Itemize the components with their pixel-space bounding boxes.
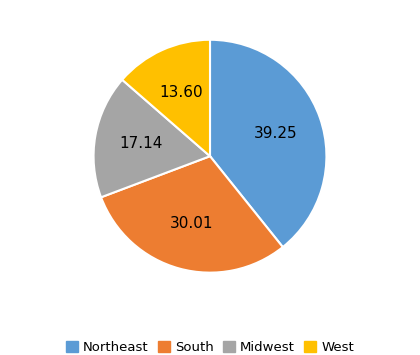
Text: 17.14: 17.14 bbox=[120, 136, 163, 151]
Text: 30.01: 30.01 bbox=[170, 216, 213, 231]
Legend: Northeast, South, Midwest, West: Northeast, South, Midwest, West bbox=[60, 335, 360, 355]
Text: 39.25: 39.25 bbox=[254, 126, 298, 141]
Wedge shape bbox=[210, 40, 326, 247]
Wedge shape bbox=[122, 40, 210, 156]
Text: 13.60: 13.60 bbox=[159, 85, 203, 100]
Wedge shape bbox=[101, 156, 283, 273]
Wedge shape bbox=[94, 80, 210, 197]
